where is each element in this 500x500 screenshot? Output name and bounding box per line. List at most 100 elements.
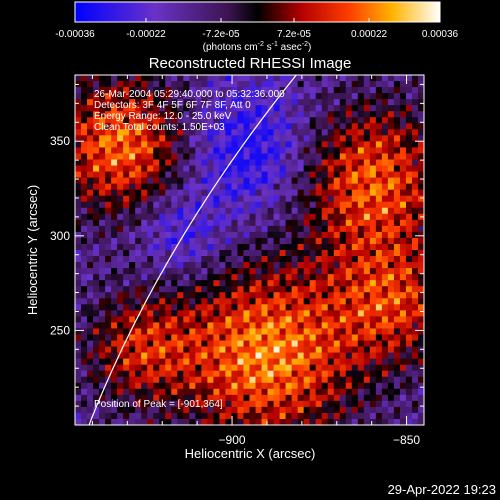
heatmap-cell xyxy=(279,358,287,366)
heatmap-cell xyxy=(399,274,407,281)
heatmap-cell xyxy=(381,322,389,329)
heatmap-cell xyxy=(111,280,118,287)
heatmap-cell xyxy=(189,93,196,100)
heatmap-cell xyxy=(147,93,154,100)
heatmap-cell xyxy=(201,358,208,366)
heatmap-cell xyxy=(393,328,401,335)
heatmap-cell xyxy=(399,225,407,233)
heatmap-cell xyxy=(195,105,202,112)
heatmap-cell xyxy=(147,286,154,293)
heatmap-cell xyxy=(417,195,424,203)
heatmap-cell xyxy=(81,334,88,341)
heatmap-cell xyxy=(243,406,250,414)
heatmap-cell xyxy=(309,195,317,203)
heatmap-cell xyxy=(195,370,202,378)
heatmap-cell xyxy=(135,370,142,378)
heatmap-cell xyxy=(105,201,112,209)
heatmap-cell xyxy=(315,250,323,257)
heatmap-cell xyxy=(267,135,274,142)
heatmap-cell xyxy=(279,376,287,384)
heatmap-cell xyxy=(111,93,118,100)
heatmap-cell xyxy=(189,213,196,221)
heatmap-cell xyxy=(351,201,359,209)
heatmap-cell xyxy=(321,286,329,293)
heatmap-cell xyxy=(153,412,160,420)
heatmap-cell xyxy=(351,87,359,94)
heatmap-cell xyxy=(255,111,262,118)
heatmap-cell xyxy=(171,105,178,112)
heatmap-cell xyxy=(201,328,208,335)
heatmap-cell xyxy=(321,256,329,263)
heatmap-cell xyxy=(93,418,100,425)
heatmap-cell xyxy=(297,135,305,142)
heatmap-cell xyxy=(249,123,256,130)
heatmap-cell xyxy=(237,93,244,100)
heatmap-cell xyxy=(135,135,142,142)
heatmap-cell xyxy=(261,159,268,166)
heatmap-cell xyxy=(195,406,202,414)
heatmap-cell xyxy=(207,346,214,353)
heatmap-cell xyxy=(333,382,341,390)
heatmap-cell xyxy=(183,111,190,118)
heatmap-cell xyxy=(99,340,106,347)
heatmap-cell xyxy=(279,171,287,178)
heatmap-cell xyxy=(123,129,130,136)
heatmap-cell xyxy=(129,117,136,124)
heatmap-cell xyxy=(171,382,178,390)
heatmap-cell xyxy=(99,316,106,323)
heatmap-cell xyxy=(153,213,160,221)
heatmap-cell xyxy=(87,231,94,239)
heatmap-cell xyxy=(183,159,190,166)
heatmap-cell xyxy=(321,328,329,335)
heatmap-cell xyxy=(237,406,244,414)
heatmap-cell xyxy=(411,412,419,420)
heatmap-cell xyxy=(315,256,323,263)
heatmap-cell xyxy=(147,105,154,112)
heatmap-cell xyxy=(75,135,82,142)
heatmap-cell xyxy=(141,340,148,347)
heatmap-cell xyxy=(171,358,178,366)
heatmap-cell xyxy=(405,135,413,142)
heatmap-cell xyxy=(381,406,389,414)
heatmap-cell xyxy=(237,286,244,293)
heatmap-cell xyxy=(201,153,208,160)
heatmap-cell xyxy=(189,219,196,227)
heatmap-cell xyxy=(351,111,359,118)
heatmap-cell xyxy=(237,159,244,166)
heatmap-cell xyxy=(381,207,389,215)
heatmap-cell xyxy=(405,207,413,215)
heatmap-cell xyxy=(213,99,220,106)
heatmap-cell xyxy=(225,231,232,239)
heatmap-cell xyxy=(291,340,299,347)
heatmap-cell xyxy=(285,280,293,287)
heatmap-cell xyxy=(261,400,268,408)
heatmap-cell xyxy=(141,304,148,311)
heatmap-cell xyxy=(165,388,172,396)
heatmap-cell xyxy=(153,376,160,384)
heatmap-cell xyxy=(231,298,238,305)
heatmap-cell xyxy=(273,352,280,360)
heatmap-cell xyxy=(105,165,112,172)
heatmap-cell xyxy=(153,159,160,166)
heatmap-cell xyxy=(333,322,341,329)
heatmap-cell xyxy=(387,286,395,293)
heatmap-cell xyxy=(117,364,124,372)
heatmap-cell xyxy=(207,225,214,233)
heatmap-cell xyxy=(381,346,389,353)
heatmap-cell xyxy=(387,298,395,305)
heatmap-cell xyxy=(225,376,232,384)
heatmap-cell xyxy=(309,352,317,360)
colorbar-tick-label: 0.00036 xyxy=(422,29,459,40)
heatmap-cell xyxy=(165,250,172,257)
heatmap-cell xyxy=(135,243,142,251)
heatmap-cell xyxy=(207,316,214,323)
heatmap-cell xyxy=(369,165,377,172)
heatmap-cell xyxy=(231,382,238,390)
heatmap-cell xyxy=(129,406,136,414)
heatmap-cell xyxy=(99,418,106,425)
heatmap-cell xyxy=(243,183,250,191)
heatmap-cell xyxy=(147,183,154,191)
heatmap-cell xyxy=(87,376,94,384)
heatmap-cell xyxy=(207,376,214,384)
heatmap-cell xyxy=(297,111,305,118)
